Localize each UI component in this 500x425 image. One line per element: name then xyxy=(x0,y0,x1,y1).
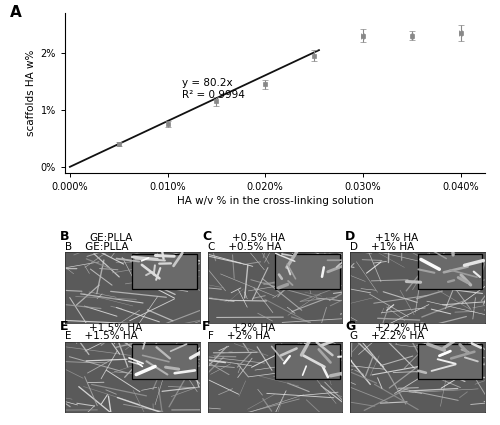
Y-axis label: scaffolds HA w%: scaffolds HA w% xyxy=(26,49,36,136)
Text: G: G xyxy=(345,320,355,333)
Text: +1.5% HA: +1.5% HA xyxy=(89,323,142,333)
Text: B    GE:PLLA: B GE:PLLA xyxy=(65,242,128,252)
Text: +0.5% HA: +0.5% HA xyxy=(232,233,285,244)
Bar xyxy=(275,343,340,379)
Bar xyxy=(418,254,482,289)
Text: y = 80.2x
R² = 0.9994: y = 80.2x R² = 0.9994 xyxy=(182,78,245,100)
Text: D: D xyxy=(345,230,355,244)
Text: C    +0.5% HA: C +0.5% HA xyxy=(208,242,281,252)
Text: E: E xyxy=(60,320,68,333)
Bar xyxy=(275,254,340,289)
Text: F: F xyxy=(202,320,211,333)
Text: +2.2% HA: +2.2% HA xyxy=(374,323,428,333)
Bar xyxy=(132,254,197,289)
Text: B: B xyxy=(60,230,69,244)
Text: G    +2.2% HA: G +2.2% HA xyxy=(350,332,425,341)
Bar xyxy=(132,343,197,379)
Text: D    +1% HA: D +1% HA xyxy=(350,242,414,252)
Text: +1% HA: +1% HA xyxy=(374,233,418,244)
Text: F    +2% HA: F +2% HA xyxy=(208,332,270,341)
Text: A: A xyxy=(10,5,22,20)
X-axis label: HA w/v % in the cross-linking solution: HA w/v % in the cross-linking solution xyxy=(176,196,374,206)
Text: C: C xyxy=(202,230,211,244)
Bar xyxy=(418,343,482,379)
Text: E    +1.5% HA: E +1.5% HA xyxy=(65,332,138,341)
Text: GE:PLLA: GE:PLLA xyxy=(89,233,132,244)
Text: +2% HA: +2% HA xyxy=(232,323,275,333)
